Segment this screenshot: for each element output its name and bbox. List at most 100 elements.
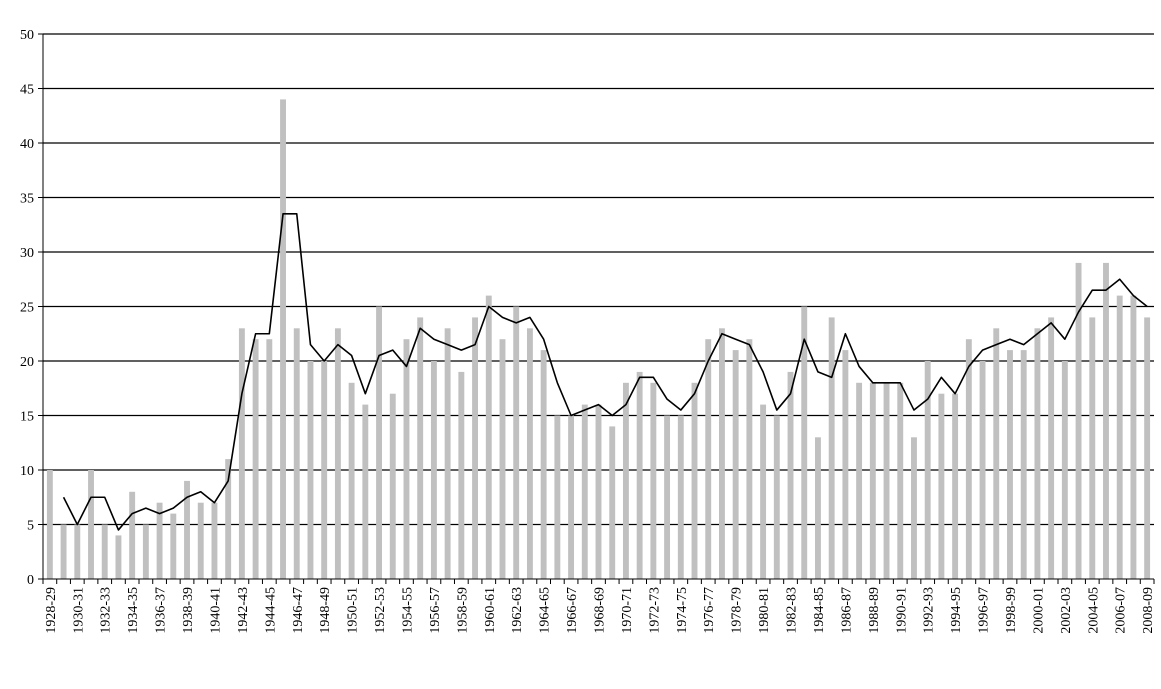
bar [883,382,890,579]
bar [979,361,986,579]
x-tick-label: 2002-03 [1059,587,1074,634]
axes [38,33,1155,584]
bar [636,371,643,579]
bar [760,404,767,579]
bar [554,415,561,579]
bar [142,524,149,579]
x-tick-label: 1962-63 [510,587,525,634]
y-tick-label: 50 [20,28,34,43]
bar [88,470,94,579]
y-tick-labels: 0 5 10 15 20 25 30 35 40 45 50 [20,28,34,588]
bar [1034,328,1041,579]
bar [746,339,753,579]
x-tick-label: 1968-69 [593,587,608,634]
x-tick-label: 1944-45 [263,587,278,634]
bar [581,404,588,579]
x-tick-label: 1992-93 [922,587,937,634]
bar [1048,317,1055,579]
bar [595,404,602,579]
bar [430,361,437,579]
bar [513,306,520,579]
x-tick-label: 1936-37 [154,587,169,634]
bar [993,328,1000,579]
y-tick-label: 10 [20,464,34,479]
x-tick-label: 1952-53 [373,587,388,634]
bar [664,415,671,579]
x-tick-labels: 1928-29 1930-31 1932-33 1934-35 1936-37 1938-… [44,587,1156,634]
x-tick-label: 1940-41 [208,587,223,634]
x-tick-label: 1960-61 [483,587,498,634]
y-tick-label: 0 [27,573,34,588]
x-tick-label: 1982-83 [785,587,800,634]
x-tick-label: 1934-35 [126,587,141,634]
bar [1116,295,1123,579]
bar [1130,295,1137,579]
bar [622,382,629,579]
bar-series [46,99,1151,580]
x-tick-label: 1928-29 [44,587,59,634]
bar [705,339,712,579]
x-tick-label: 1966-67 [565,587,580,634]
bar [403,339,410,579]
bar [389,393,396,579]
bar [1007,350,1013,579]
x-tick-label: 1972-73 [647,587,662,634]
bar [280,99,286,580]
bar [101,524,108,579]
bar [1061,361,1068,579]
bar [499,339,506,579]
bar [60,524,67,579]
bar [924,361,931,579]
bar [609,426,616,579]
x-tick-label: 1996-97 [977,587,992,634]
x-tick-label: 1948-49 [318,587,333,634]
bar [828,317,835,579]
bar [197,502,204,579]
bar [238,328,245,579]
bar [211,502,218,579]
bar [307,361,314,579]
y-tick-label: 45 [20,83,34,98]
x-tick-label: 1988-89 [867,587,882,634]
bar [732,350,739,579]
bar [952,393,959,579]
x-tick-label: 2008-09 [1141,587,1156,634]
bar [129,491,136,579]
x-tick-label: 1956-57 [428,587,443,634]
bar [691,382,698,579]
bar [842,350,849,579]
x-tick-label: 1930-31 [71,587,86,634]
bar [856,382,863,579]
bar [115,535,122,579]
x-tick-label: 1990-91 [894,587,909,634]
bar [156,502,163,579]
x-tick-label: 1986-87 [839,587,854,634]
bar [1075,262,1082,579]
bar [718,328,725,579]
bar [815,437,821,579]
bar [773,415,780,579]
x-tick-label: 1978-79 [730,587,745,634]
bar [485,295,492,579]
bar [938,393,945,579]
bar [348,382,355,579]
y-tick-label: 40 [20,137,34,152]
bar [869,382,876,579]
bar [677,415,684,579]
bar [225,459,232,579]
bar [458,371,465,579]
y-tick-label: 5 [27,519,34,534]
bar [526,328,533,579]
line-series [62,213,1148,531]
bar [184,480,190,579]
bar [293,328,300,579]
bar [417,317,424,579]
x-tick-label: 2000-01 [1031,587,1046,634]
x-tick-label: 2006-07 [1114,587,1129,634]
x-tick-label: 1964-65 [538,587,553,634]
bar [74,524,81,579]
bar [965,339,972,579]
bar [1144,317,1151,579]
x-tick-label: 1946-47 [291,587,306,634]
